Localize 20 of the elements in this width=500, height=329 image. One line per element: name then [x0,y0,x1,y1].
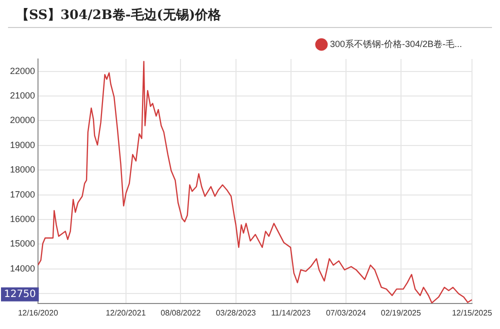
y-tick-label: 14000 [10,263,35,274]
y-tick-label: 19000 [10,140,35,150]
y-tick-label: 16000 [10,214,35,224]
x-tick-label: 02/19/2025 [380,308,422,318]
x-tick-label: 03/28/2023 [216,308,256,318]
y-tick-label: 18000 [10,164,35,175]
y-tick-label: 20000 [10,115,35,126]
y-tick-label: 21000 [10,90,35,101]
x-tick-label: 12/16/2020 [18,308,59,318]
y-tick-label: 15000 [10,238,35,249]
x-tick-label: 12/15/2025 [452,308,493,318]
y-tick-label: 22000 [10,66,35,76]
y-tick-label: 17000 [10,189,35,200]
legend-label: 300系不锈钢-价格-304/2B卷-毛... [330,38,462,49]
x-tick-label: 11/14/2023 [271,308,312,318]
x-tick-label: 08/08/2022 [160,308,202,318]
x-tick-label: 07/03/2024 [326,308,367,318]
text: 12750 [4,288,36,300]
x-tick-label: 12/20/2021 [106,308,146,318]
chart-title: 【SS】304/2B卷-毛边(无锡)价格 [8,6,492,28]
